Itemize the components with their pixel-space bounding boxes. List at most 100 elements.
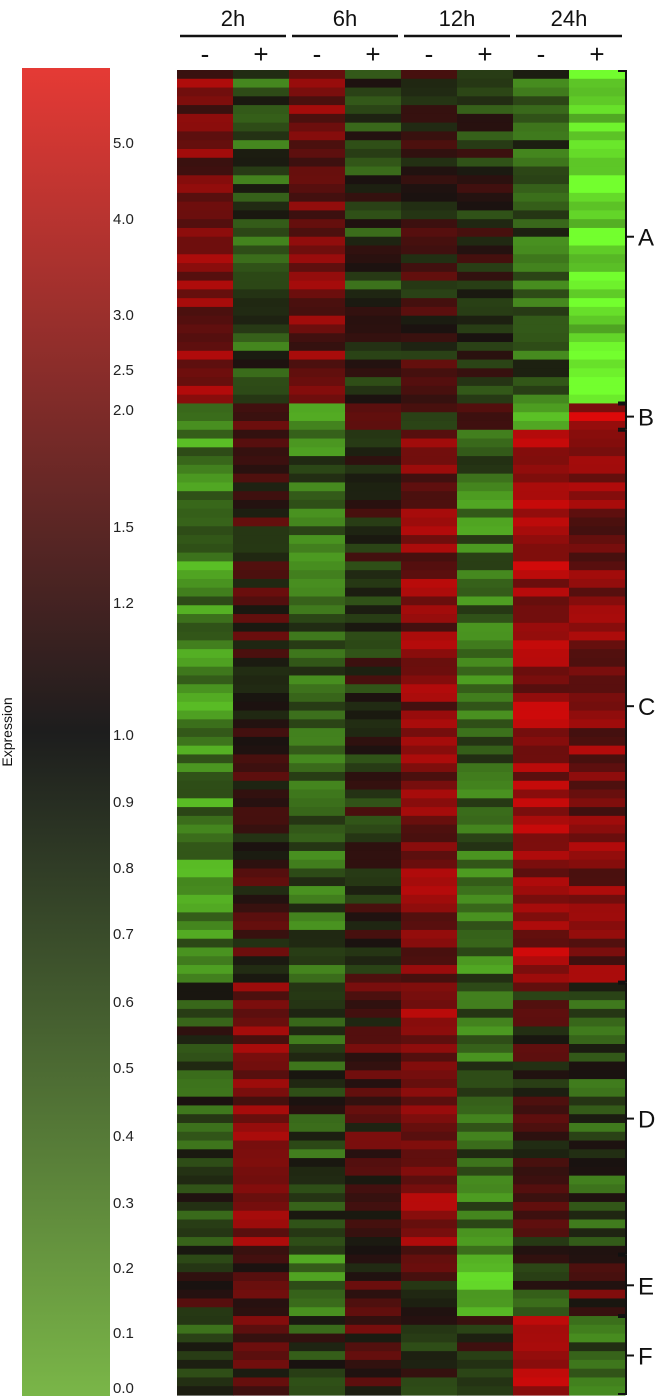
heatmap-cell xyxy=(513,1342,570,1352)
heatmap-cell xyxy=(233,1035,290,1045)
heatmap-cells xyxy=(177,70,626,1396)
heatmap-cell xyxy=(457,1052,514,1063)
heatmap-cell xyxy=(177,640,234,650)
heatmap-cell xyxy=(289,614,346,624)
heatmap-cell xyxy=(177,1026,234,1036)
heatmap-cell xyxy=(345,482,402,492)
heatmap-cell xyxy=(177,605,234,615)
heatmap-cell xyxy=(177,447,234,457)
heatmap-cell xyxy=(177,254,234,264)
heatmap-cell xyxy=(289,254,346,264)
heatmap-cell xyxy=(569,1228,626,1238)
heatmap-cell xyxy=(289,684,346,694)
heatmap-cell xyxy=(345,377,402,387)
heatmap-cell xyxy=(177,1254,234,1264)
heatmap-cell xyxy=(569,219,626,229)
heatmap-cell xyxy=(177,359,234,369)
heatmap-cell xyxy=(457,956,514,966)
heatmap-cell xyxy=(401,210,458,220)
heatmap-cell xyxy=(233,833,290,843)
heatmap-cell xyxy=(289,1070,346,1080)
heatmap-cell xyxy=(569,201,626,211)
heatmap-cell xyxy=(457,1245,514,1256)
heatmap-cell xyxy=(569,1122,626,1133)
heatmap-cell xyxy=(401,148,458,159)
heatmap-cell xyxy=(233,192,290,203)
heatmap-cell xyxy=(569,929,626,940)
heatmap-cell xyxy=(233,456,290,466)
heatmap-cell xyxy=(345,1386,402,1396)
heatmap-cell xyxy=(513,657,570,668)
heatmap-cell xyxy=(345,175,402,185)
heatmap-cell xyxy=(569,1359,626,1370)
heatmap-cell xyxy=(177,1351,234,1361)
heatmap-cell xyxy=(345,1026,402,1036)
heatmap-cell xyxy=(513,227,570,238)
heatmap-cell xyxy=(289,561,346,571)
heatmap-cell xyxy=(401,965,458,975)
heatmap-cell xyxy=(177,412,234,422)
heatmap-cell xyxy=(177,280,234,290)
heatmap-cell xyxy=(233,728,290,738)
heatmap-cell xyxy=(513,1316,570,1326)
heatmap-cell xyxy=(289,1219,346,1229)
heatmap-cell xyxy=(513,359,570,369)
heatmap-cell xyxy=(233,166,290,176)
heatmap-cell xyxy=(177,894,234,905)
heatmap-cell xyxy=(569,499,626,510)
heatmap-cell xyxy=(401,385,458,396)
heatmap-cell xyxy=(289,1008,346,1019)
heatmap-cell xyxy=(569,877,626,887)
heatmap-cell xyxy=(345,903,402,913)
heatmap-cell xyxy=(569,1052,626,1063)
heatmap-cell xyxy=(233,912,290,922)
heatmap-cell xyxy=(345,1298,402,1308)
heatmap-cell xyxy=(513,1201,570,1212)
heatmap-cell xyxy=(401,1184,458,1194)
heatmap-cell xyxy=(345,535,402,545)
heatmap-cell xyxy=(513,965,570,975)
heatmap-cell xyxy=(345,245,402,255)
heatmap-cell xyxy=(289,789,346,799)
heatmap-cell xyxy=(401,166,458,176)
heatmap-cell xyxy=(177,763,234,773)
heatmap-cell xyxy=(513,1158,570,1168)
heatmap-cell xyxy=(513,192,570,203)
heatmap-cell xyxy=(289,1035,346,1045)
heatmap-cell xyxy=(233,1158,290,1168)
heatmap-cell xyxy=(177,754,234,764)
heatmap-cell xyxy=(401,1008,458,1019)
heatmap-cell xyxy=(569,377,626,387)
heatmap-cell xyxy=(401,333,458,343)
heatmap-cell xyxy=(177,710,234,720)
heatmap-cell xyxy=(345,561,402,571)
heatmap-cell xyxy=(289,1351,346,1361)
heatmap-cell xyxy=(345,631,402,641)
heatmap-cell xyxy=(401,306,458,317)
heatmap-cell xyxy=(233,1307,290,1317)
heatmap-cell xyxy=(233,526,290,536)
heatmap-cell xyxy=(569,333,626,343)
heatmap-cell xyxy=(513,719,570,729)
heatmap-cell xyxy=(345,517,402,527)
heatmap-cell xyxy=(401,1000,458,1010)
heatmap-cell xyxy=(345,605,402,615)
heatmap-cell xyxy=(513,1131,570,1142)
heatmap-cell xyxy=(513,728,570,738)
heatmap-cell xyxy=(569,1008,626,1019)
heatmap-cell xyxy=(401,131,458,141)
heatmap-cell xyxy=(177,587,234,598)
heatmap-cell xyxy=(401,956,458,966)
heatmap-cell xyxy=(457,605,514,615)
heatmap-cell xyxy=(177,1377,234,1387)
heatmap-cell xyxy=(569,561,626,571)
heatmap-cell xyxy=(345,1245,402,1256)
heatmap-cell xyxy=(177,78,234,89)
heatmap-cell xyxy=(401,113,458,124)
heatmap-cell xyxy=(177,394,234,405)
heatmap-cell xyxy=(345,1368,402,1379)
heatmap-cell xyxy=(177,403,234,413)
heatmap-cell xyxy=(401,298,458,308)
heatmap-cell xyxy=(569,368,626,378)
heatmap-cell xyxy=(569,113,626,124)
